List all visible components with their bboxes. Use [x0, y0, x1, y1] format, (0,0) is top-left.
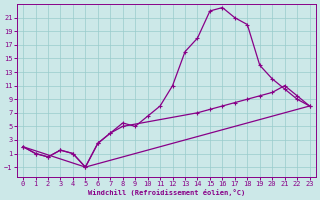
X-axis label: Windchill (Refroidissement éolien,°C): Windchill (Refroidissement éolien,°C) — [88, 189, 245, 196]
